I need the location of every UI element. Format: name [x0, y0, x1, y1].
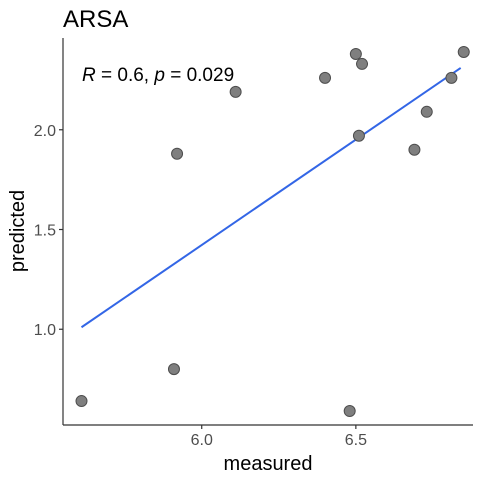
data-point: [229, 85, 242, 98]
data-point: [75, 395, 88, 408]
y-tick-label: 1.0: [34, 322, 56, 339]
data-point: [171, 147, 184, 160]
data-point: [343, 405, 356, 418]
p-value: = 0.029: [165, 65, 234, 86]
regression-line-group: [80, 67, 462, 329]
data-point: [457, 45, 470, 58]
r-symbol: R: [82, 65, 96, 86]
x-axis-title: measured: [224, 453, 313, 475]
data-point: [408, 143, 421, 156]
chart-title: ARSA: [63, 6, 128, 33]
r-value: = 0.6,: [96, 65, 155, 86]
data-points: [75, 45, 470, 418]
y-tick-label: 1.5: [34, 223, 56, 240]
data-point: [352, 129, 365, 142]
data-point: [319, 71, 332, 84]
regression-line: [80, 67, 462, 329]
x-tick-label: 6.0: [191, 432, 213, 449]
data-point: [349, 47, 362, 60]
y-axis-title: predicted: [7, 190, 29, 272]
data-point: [445, 71, 458, 84]
correlation-annotation: R = 0.6, p = 0.029: [82, 65, 234, 86]
p-symbol: p: [153, 65, 165, 86]
axes: 6.0 6.5 1.0 1.5 2.0: [34, 38, 473, 449]
data-point: [167, 363, 180, 376]
x-tick-label: 6.5: [345, 432, 367, 449]
data-point: [356, 57, 369, 70]
y-tick-label: 2.0: [34, 123, 56, 140]
data-point: [420, 105, 433, 118]
